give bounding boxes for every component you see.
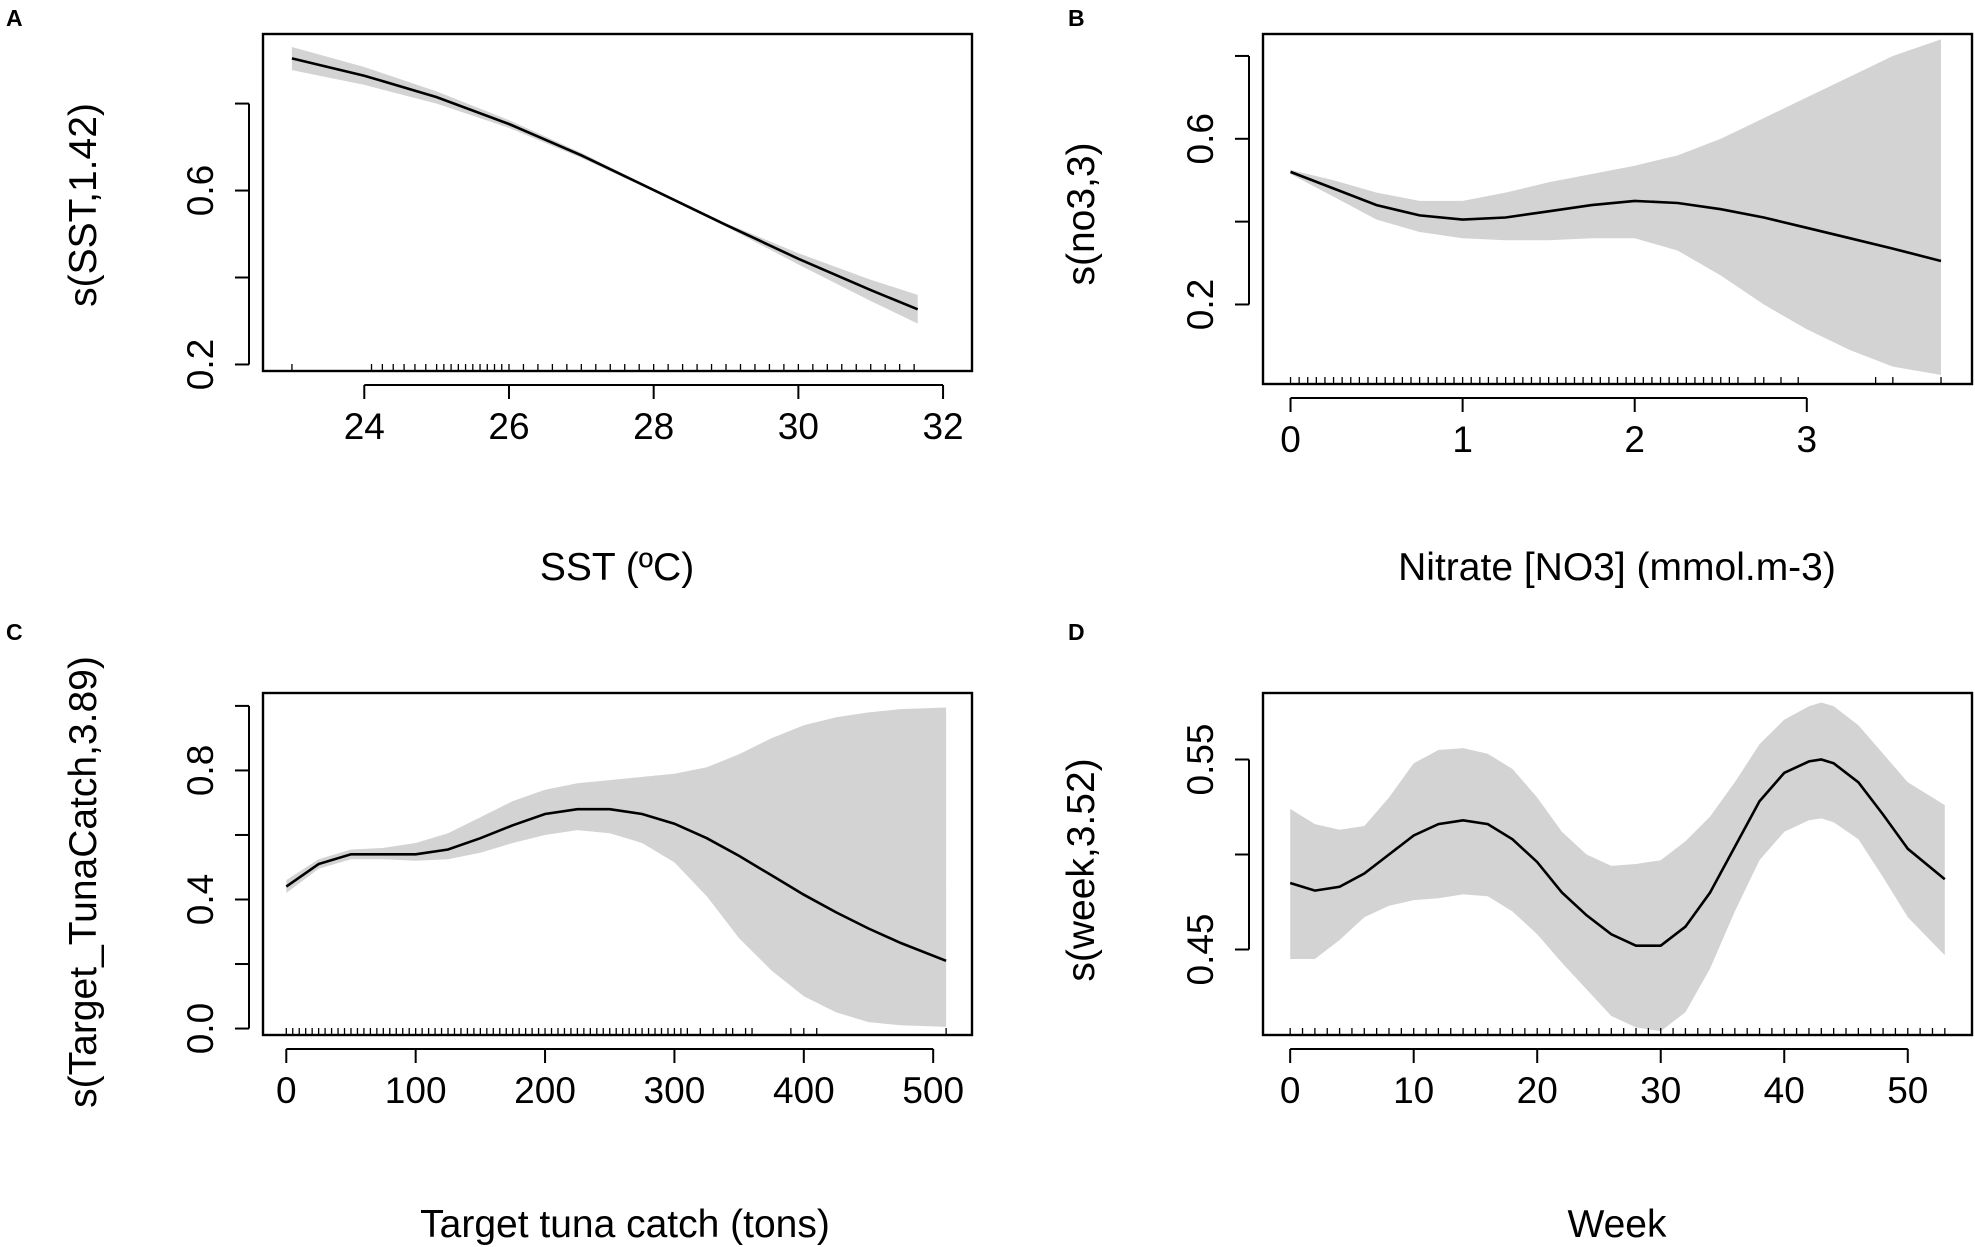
panel-c-x-tick-label: 200	[514, 1070, 576, 1111]
panel-a-plot: 24 26 28 30 32 0.2 0.6	[180, 32, 974, 447]
panel-d-frame	[1261, 691, 1974, 1037]
panel-letter-a: A	[6, 5, 23, 31]
panel-d-y-tick-label: 0.55	[1180, 723, 1221, 795]
panel-d-ylabel: s(week,3.52)	[1060, 758, 1103, 981]
panel-a-frame	[261, 32, 974, 373]
panel-c-ylabel: s(Target_TunaCatch,3.89)	[62, 656, 105, 1108]
panel-a-y-tick-label: 0.2	[180, 339, 221, 390]
panel-b-ylabel: s(no3,3)	[1060, 142, 1103, 285]
panel-c-x-tick-label: 0	[276, 1070, 297, 1111]
panel-d: D 0 10 20 30 40 50 0.45 0.55 Week s(week,3.52)	[1060, 619, 1974, 1246]
panel-d-x-tick-label: 0	[1280, 1070, 1301, 1111]
panel-b-confidence-band	[1290, 39, 1941, 375]
panel-a-x-tick-label: 26	[488, 406, 529, 447]
panel-c: C 0 100 200 300 400 500 0.0 0.4 0.8 Target tuna …	[6, 619, 974, 1246]
panel-c-fit-line	[285, 807, 947, 963]
panel-c-x-tick-label: 500	[902, 1070, 964, 1111]
panel-b-y-tick-label: 0.2	[1180, 279, 1221, 330]
panel-b-x-tick-label: 2	[1624, 419, 1645, 460]
panel-c-x-tick-label: 400	[773, 1070, 835, 1111]
panel-d-x-tick-label: 30	[1640, 1070, 1681, 1111]
panel-d-x-tick-label: 20	[1517, 1070, 1558, 1111]
panel-c-y-tick-label: 0.0	[180, 1003, 221, 1054]
panel-b-fit-line	[1290, 170, 1942, 263]
panel-c-frame	[261, 691, 974, 1037]
panel-d-x-tick-label: 50	[1887, 1070, 1928, 1111]
panel-d-y-tick-label: 0.45	[1180, 913, 1221, 985]
panel-c-y-tick-label: 0.4	[180, 874, 221, 925]
panel-b-plot: 0 1 2 3 0.2 0.6	[1180, 32, 1974, 460]
panel-c-plot: 0 100 200 300 400 500 0.0 0.4 0.8	[180, 691, 974, 1111]
panel-b-xlabel: Nitrate [NO3] (mmol.m-3)	[1398, 546, 1836, 589]
panel-d-plot: 0 10 20 30 40 50 0.45 0.55	[1180, 691, 1974, 1111]
panel-b-x-tick-label: 1	[1452, 419, 1473, 460]
panel-letter-c: C	[6, 619, 23, 645]
panel-c-xlabel: Target tuna catch (tons)	[420, 1203, 830, 1246]
panel-c-confidence-band	[286, 707, 947, 1027]
panel-a-y-tick-label: 0.6	[180, 165, 221, 216]
panel-a-confidence-band	[291, 47, 918, 324]
panel-b-frame	[1261, 32, 1974, 386]
panel-b-y-tick-label: 0.6	[1180, 113, 1221, 164]
panel-d-x-tick-label: 40	[1764, 1070, 1805, 1111]
panel-d-xlabel: Week	[1568, 1203, 1667, 1246]
panel-a: A 24 26 28 30 32 0.2 0.6 SST (ºC) s(SST,1.42)	[6, 5, 974, 589]
panel-d-confidence-band	[1290, 702, 1945, 1032]
panel-c-y-tick-label: 0.8	[180, 745, 221, 796]
panel-letter-b: B	[1068, 5, 1085, 31]
panel-a-x-tick-label: 28	[633, 406, 674, 447]
panel-a-ylabel: s(SST,1.42)	[62, 103, 105, 307]
panel-b-x-tick-label: 0	[1280, 419, 1301, 460]
panel-d-fit-line	[1289, 758, 1946, 947]
panel-c-x-tick-label: 300	[644, 1070, 706, 1111]
panel-d-x-tick-label: 10	[1393, 1070, 1434, 1111]
panel-b: B 0 1 2 3 0.2 0.6 Nitrate [NO3] (mmol.m-3) s(…	[1060, 5, 1974, 589]
panel-a-fit-line	[291, 57, 919, 311]
panel-a-xlabel: SST (ºC)	[540, 546, 694, 589]
panel-b-x-tick-label: 3	[1797, 419, 1818, 460]
panel-c-x-tick-label: 100	[385, 1070, 447, 1111]
panel-a-x-tick-label: 30	[778, 406, 819, 447]
panel-a-x-tick-label: 24	[344, 406, 385, 447]
panel-letter-d: D	[1068, 619, 1085, 645]
panel-a-x-tick-label: 32	[922, 406, 963, 447]
